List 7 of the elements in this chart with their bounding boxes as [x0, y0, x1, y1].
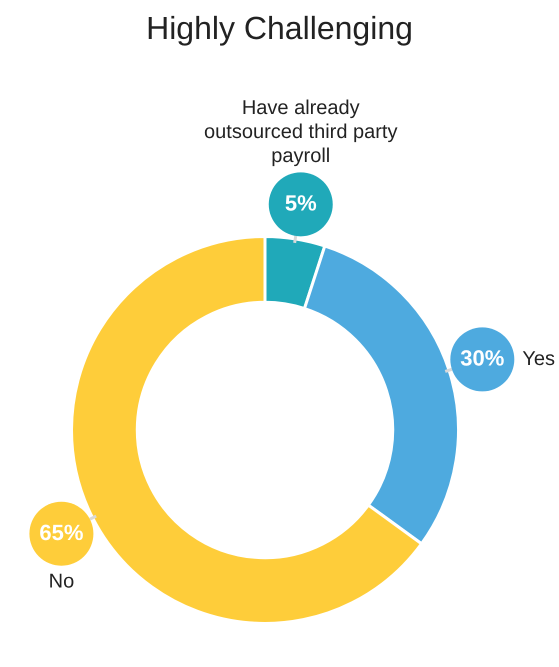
- slice-label: Yes: [522, 348, 555, 370]
- data-label: 30%: [460, 345, 504, 370]
- chart-title: Highly Challenging: [145, 10, 414, 47]
- slice-label: Have already outsourced third party payroll: [204, 96, 398, 167]
- data-label: 65%: [39, 520, 84, 545]
- data-label: 5%: [284, 190, 317, 216]
- slice-label: No: [48, 570, 74, 592]
